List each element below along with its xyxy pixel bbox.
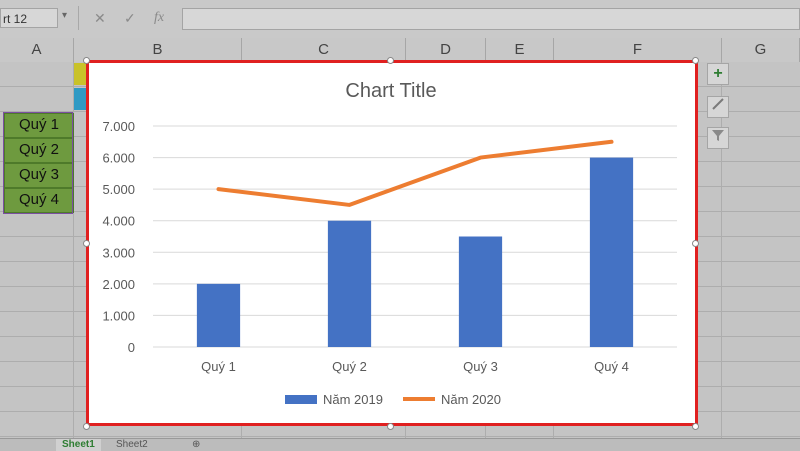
sheet-tab-2[interactable]: Sheet2	[110, 439, 154, 451]
y-tick-label: 1.000	[102, 308, 135, 323]
sheet-tab-1[interactable]: Sheet1	[56, 439, 101, 451]
cancel-icon[interactable]: ✕	[94, 10, 106, 27]
resize-handle[interactable]	[692, 240, 699, 247]
series-line	[219, 142, 612, 205]
resize-handle[interactable]	[387, 423, 394, 430]
header-cell-blue[interactable]	[74, 88, 86, 110]
column-header-b[interactable]: B	[74, 38, 242, 62]
legend-label: Năm 2020	[441, 392, 501, 407]
column-header-e[interactable]: E	[486, 38, 554, 62]
formula-input[interactable]	[182, 8, 800, 30]
resize-handle[interactable]	[387, 57, 394, 64]
formula-bar: rt 12 ▾ ✕ ✓ fx	[0, 0, 800, 39]
chart-elements-button[interactable]: +	[707, 63, 729, 85]
bar	[328, 221, 371, 347]
y-tick-label: 3.000	[102, 245, 135, 260]
y-tick-label: 6.000	[102, 151, 135, 166]
brush-icon	[711, 97, 725, 111]
y-tick-label: 2.000	[102, 277, 135, 292]
x-tick-label: Quý 1	[201, 359, 236, 374]
separator	[78, 6, 79, 30]
column-header-d[interactable]: D	[406, 38, 486, 62]
bar	[590, 158, 633, 347]
grid-line	[721, 62, 722, 438]
bar	[197, 284, 240, 347]
resize-handle[interactable]	[83, 57, 90, 64]
plus-icon: +	[713, 65, 722, 82]
y-tick-label: 5.000	[102, 182, 135, 197]
legend-swatch-bar	[285, 395, 317, 404]
column-header-a[interactable]: A	[0, 38, 74, 62]
resize-handle[interactable]	[83, 423, 90, 430]
x-tick-label: Quý 4	[594, 359, 629, 374]
resize-handle[interactable]	[692, 57, 699, 64]
y-tick-label: 4.000	[102, 214, 135, 229]
filter-icon	[711, 128, 725, 142]
add-sheet-icon[interactable]: ⊕	[186, 439, 206, 451]
resize-handle[interactable]	[83, 240, 90, 247]
x-tick-label: Quý 3	[463, 359, 498, 374]
chart-area[interactable]: Chart Title 0 1.000 2.000 3.000 4.000 5.000 6.0…	[86, 60, 698, 426]
column-header-g[interactable]: G	[722, 38, 800, 62]
bar	[459, 237, 502, 348]
fx-icon[interactable]: fx	[154, 10, 164, 26]
x-tick-label: Quý 2	[332, 359, 367, 374]
header-cell-yellow[interactable]	[74, 63, 86, 85]
chart-title: Chart Title	[345, 80, 436, 102]
y-tick-label: 0	[128, 340, 135, 355]
resize-handle[interactable]	[692, 423, 699, 430]
chart-filters-button[interactable]	[707, 127, 729, 149]
chevron-down-icon[interactable]: ▾	[62, 10, 67, 21]
legend-label: Năm 2019	[323, 392, 383, 407]
column-header-c[interactable]: C	[242, 38, 406, 62]
enter-icon[interactable]: ✓	[124, 10, 136, 27]
name-box[interactable]: rt 12	[0, 8, 58, 28]
data-range-highlight	[3, 112, 73, 214]
chart-styles-button[interactable]	[707, 96, 729, 118]
chart-svg: Chart Title 0 1.000 2.000 3.000 4.000 5.000 6.0…	[89, 63, 695, 423]
y-tick-label: 7.000	[102, 119, 135, 134]
sheet-tab-bar: Sheet1 Sheet2 ⊕	[0, 438, 800, 451]
